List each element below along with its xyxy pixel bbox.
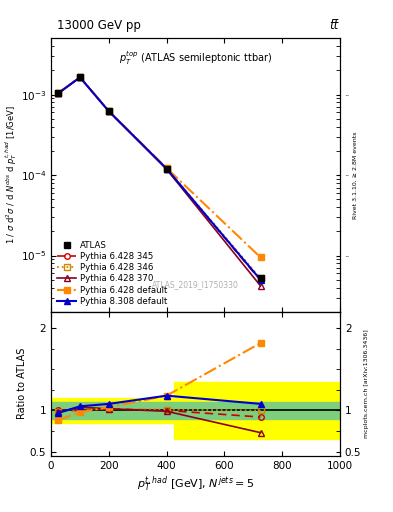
Legend: ATLAS, Pythia 6.428 345, Pythia 6.428 346, Pythia 6.428 370, Pythia 6.428 defaul: ATLAS, Pythia 6.428 345, Pythia 6.428 34… [55, 239, 169, 308]
Y-axis label: mcplots.cern.ch [arXiv:1306.3436]: mcplots.cern.ch [arXiv:1306.3436] [364, 329, 369, 438]
Y-axis label: Ratio to ATLAS: Ratio to ATLAS [17, 348, 27, 419]
Text: 13000 GeV pp: 13000 GeV pp [57, 19, 141, 32]
Y-axis label: Rivet 3.1.10, ≥ 2.8M events: Rivet 3.1.10, ≥ 2.8M events [353, 132, 358, 219]
Text: ATLAS_2019_I1750330: ATLAS_2019_I1750330 [152, 280, 239, 289]
X-axis label: $p_T^{t,had}$ [GeV], $N^{jets} = 5$: $p_T^{t,had}$ [GeV], $N^{jets} = 5$ [137, 475, 254, 495]
Y-axis label: 1 / $\sigma$ d$^2\sigma$ / d $N^{obs}$ d $p_T^{t,had}$ [1/GeV]: 1 / $\sigma$ d$^2\sigma$ / d $N^{obs}$ d… [4, 105, 19, 245]
Text: $p_T^{top}$ (ATLAS semileptonic ttbar): $p_T^{top}$ (ATLAS semileptonic ttbar) [119, 49, 272, 67]
Text: tt̅: tt̅ [329, 19, 339, 32]
